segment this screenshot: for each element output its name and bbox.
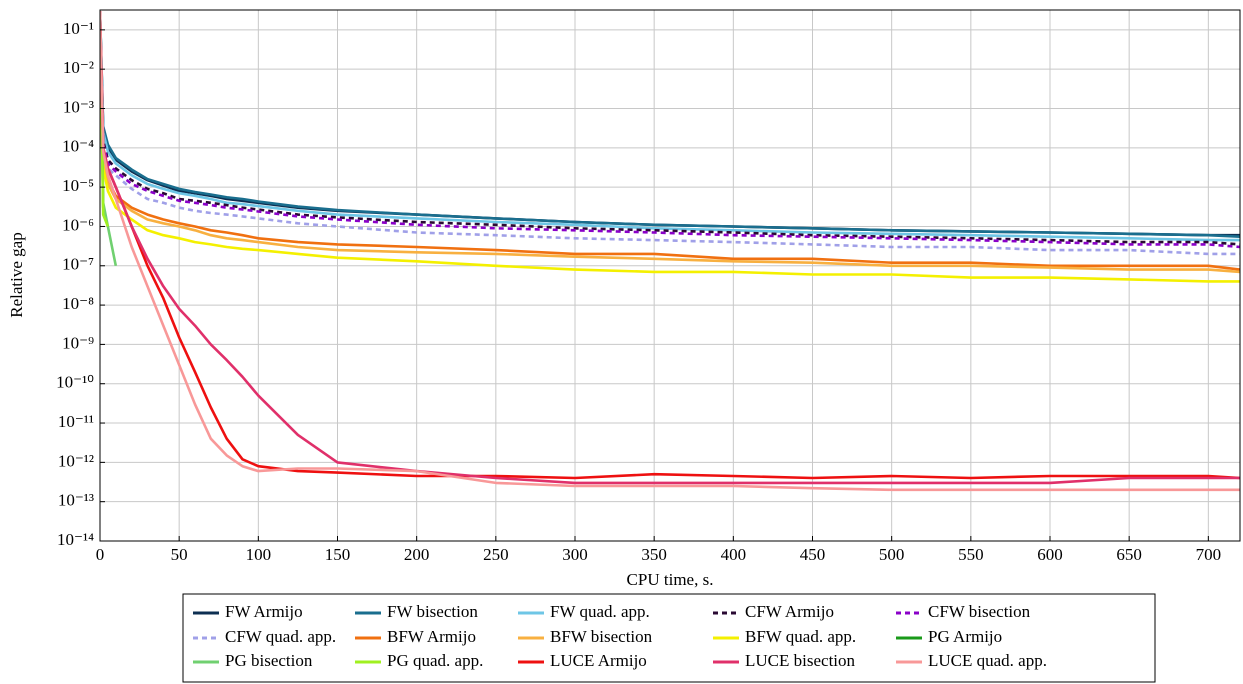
x-axis-label: CPU time, s. — [627, 570, 714, 589]
y-tick-label: 10⁻² — [63, 58, 94, 77]
legend-label: BFW quad. app. — [745, 627, 856, 646]
series-line — [100, 11, 1240, 485]
x-tick-label: 300 — [562, 545, 588, 564]
y-tick-label: 10⁻⁹ — [62, 333, 94, 352]
x-tick-label: 500 — [879, 545, 905, 564]
series-line — [100, 17, 1240, 274]
y-tick-label: 10⁻⁷ — [62, 255, 94, 274]
x-tick-label: 100 — [246, 545, 272, 564]
x-tick-label: 50 — [171, 545, 188, 564]
legend-label: LUCE bisection — [745, 651, 856, 670]
legend-label: CFW bisection — [928, 602, 1031, 621]
series-line — [100, 17, 1240, 246]
y-tick-label: 10⁻¹² — [58, 451, 94, 470]
y-tick-label: 10⁻⁶ — [62, 215, 94, 234]
y-tick-label: 10⁻⁴ — [62, 137, 94, 156]
y-tick-label: 10⁻⁸ — [62, 294, 94, 313]
legend-label: PG Armijo — [928, 627, 1002, 646]
x-tick-label: 650 — [1116, 545, 1142, 564]
legend-label: FW quad. app. — [550, 602, 650, 621]
y-tick-label: 10⁻¹¹ — [58, 412, 94, 431]
legend-label: PG bisection — [225, 651, 313, 670]
series-line — [100, 11, 1240, 242]
y-tick-label: 10⁻³ — [63, 97, 94, 116]
x-tick-label: 550 — [958, 545, 984, 564]
y-tick-label: 10⁻¹ — [63, 19, 94, 38]
y-tick-label: 10⁻¹⁰ — [56, 373, 94, 392]
legend-label: PG quad. app. — [387, 651, 483, 670]
y-axis-label: Relative gap — [7, 232, 26, 317]
legend-label: LUCE Armijo — [550, 651, 647, 670]
legend — [182, 593, 1156, 683]
legend-label: FW Armijo — [225, 602, 303, 621]
series-line — [100, 17, 1240, 249]
plot-frame — [99, 9, 1241, 542]
x-tick-label: 450 — [800, 545, 826, 564]
y-tick-label: 10⁻⁵ — [62, 176, 94, 195]
x-tick-label: 700 — [1196, 545, 1222, 564]
x-tick-label: 350 — [641, 545, 667, 564]
series-line — [100, 11, 1240, 492]
x-tick-label: 600 — [1037, 545, 1063, 564]
legend-label: LUCE quad. app. — [928, 651, 1047, 670]
legend-label: BFW bisection — [550, 627, 653, 646]
series-line — [100, 17, 1240, 271]
series-line — [100, 11, 1240, 237]
y-tick-label: 10⁻¹⁴ — [57, 530, 94, 549]
x-tick-label: 250 — [483, 545, 509, 564]
y-tick-label: 10⁻¹³ — [58, 491, 94, 510]
legend-label: FW bisection — [387, 602, 478, 621]
series-line — [100, 11, 1240, 238]
legend-label: CFW quad. app. — [225, 627, 336, 646]
x-tick-label: 150 — [325, 545, 351, 564]
legend-label: BFW Armijo — [387, 627, 476, 646]
x-tick-label: 400 — [721, 545, 747, 564]
series-line — [100, 17, 1240, 283]
series-line — [100, 17, 1240, 256]
x-tick-label: 0 — [96, 545, 105, 564]
legend-label: CFW Armijo — [745, 602, 834, 621]
x-tick-label: 200 — [404, 545, 430, 564]
